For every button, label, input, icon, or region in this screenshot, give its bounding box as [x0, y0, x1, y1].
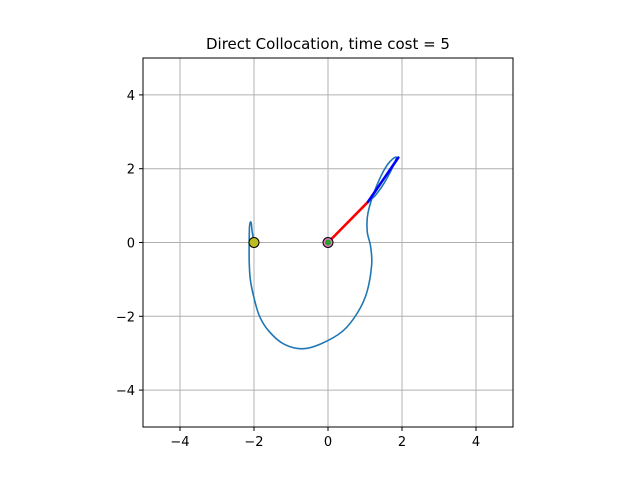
- y-tick-label: −4: [116, 384, 135, 399]
- x-tick-label: 4: [472, 435, 480, 450]
- trajectory-line: [248, 156, 398, 350]
- marker-point: [325, 239, 331, 246]
- axis-ticks: −4 −2 0 2 4 −4 −2 0 2 4: [116, 89, 480, 450]
- pendulum-link-1: [326, 200, 370, 244]
- x-tick-label: 2: [398, 435, 406, 450]
- plot-area: [248, 156, 400, 350]
- x-tick-label: −2: [244, 435, 263, 450]
- pendulum-link-2: [366, 156, 400, 204]
- y-tick-label: 0: [127, 237, 135, 252]
- y-tick-label: −2: [116, 310, 135, 325]
- x-tick-label: 0: [324, 435, 332, 450]
- y-tick-label: 2: [127, 163, 135, 178]
- grid-lines: [143, 58, 513, 427]
- marker-point: [248, 237, 260, 248]
- chart-title: Direct Collocation, time cost = 5: [206, 35, 450, 53]
- x-tick-label: −4: [170, 435, 189, 450]
- y-tick-label: 4: [127, 89, 135, 104]
